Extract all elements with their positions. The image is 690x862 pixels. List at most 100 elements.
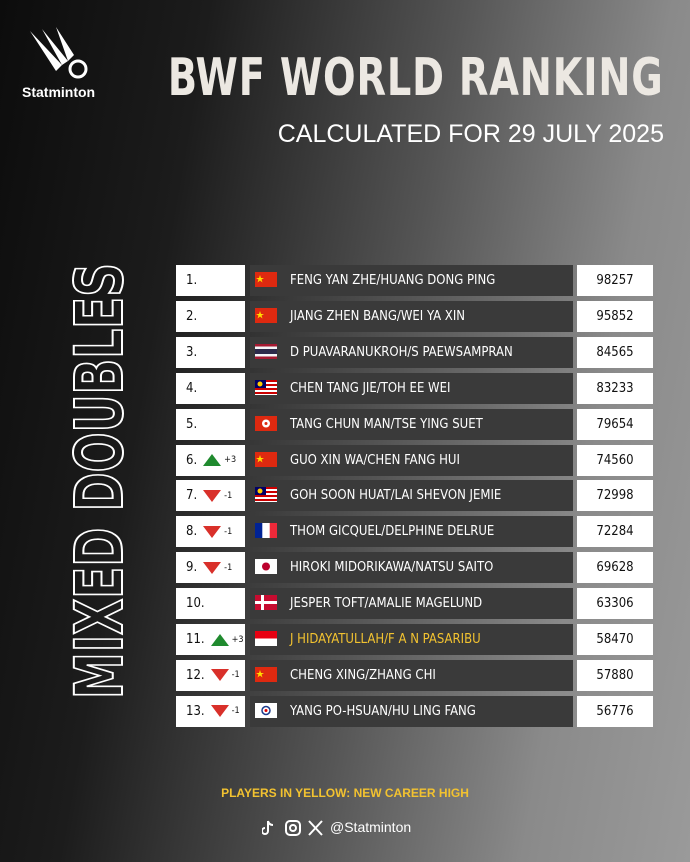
points: 83233	[577, 372, 653, 404]
arrow-up	[203, 454, 222, 466]
players-cell: JESPER TOFT/AMALIE MAGELUND	[250, 588, 573, 620]
rank: 12.	[186, 667, 205, 683]
rank-cell: 10.	[176, 588, 245, 620]
points: 56776	[577, 695, 653, 727]
rank: 4.	[186, 380, 198, 396]
players: JIANG ZHEN BANG/WEI YA XIN	[290, 308, 466, 324]
points: 74560	[577, 444, 653, 476]
players: FENG YAN ZHE/HUANG DONG PING	[290, 273, 496, 288]
arrow-down	[203, 561, 222, 574]
players-cell: CHENG XING/ZHANG CHI	[250, 659, 573, 691]
players-cell: GUO XIN WA/CHEN FANG HUI	[250, 444, 573, 476]
flag	[255, 415, 277, 431]
rank-cell: 3.	[176, 336, 245, 368]
players: YANG PO-HSUAN/HU LING FANG	[290, 703, 476, 719]
points: 72284	[577, 516, 653, 548]
flag	[255, 487, 277, 503]
rank: 1.	[186, 273, 198, 288]
rank: 9.	[186, 560, 198, 576]
rank-change: +3	[224, 455, 237, 465]
players: CHEN TANG JIE/TOH EE WEI	[290, 380, 451, 396]
rank: 5.	[186, 416, 198, 432]
arrow-down	[203, 489, 222, 502]
players: HIROKI MIDORIKAWA/NATSU SAITO	[290, 560, 494, 576]
flag	[255, 343, 277, 359]
rank-change: -1	[224, 562, 233, 573]
flag	[255, 523, 277, 539]
rank-cell: 4.	[176, 372, 245, 404]
players: GOH SOON HUAT/LAI SHEVON JEMIE	[290, 488, 502, 504]
points: 98257	[577, 265, 653, 296]
players: D PUAVARANUKROH/S PAEWSAMPRAN	[290, 344, 513, 360]
rank-change: -1	[231, 706, 240, 717]
players-cell: J HIDAYATULLAH/F A N PASARIBU	[250, 624, 573, 655]
points: 84565	[577, 336, 653, 368]
logo	[30, 27, 88, 79]
rank: 13.	[186, 703, 205, 719]
flag	[255, 379, 277, 395]
side-label: MIXED DOUBLES	[61, 263, 138, 699]
rank-change: -1	[224, 526, 233, 537]
rank-cell: 1.	[176, 265, 245, 296]
rank: 7.	[186, 488, 198, 504]
players: J HIDAYATULLAH/F A N PASARIBU	[290, 632, 481, 647]
points: 58470	[577, 624, 653, 655]
rank-change: -1	[231, 670, 240, 681]
title: BWF WORLD RANKING	[168, 48, 664, 108]
players: GUO XIN WA/CHEN FANG HUI	[290, 452, 460, 468]
rank-change: -1	[224, 490, 233, 501]
rank-cell: 12. -1	[176, 659, 245, 691]
players-cell: GOH SOON HUAT/LAI SHEVON JEMIE	[250, 480, 573, 512]
players-cell: TANG CHUN MAN/TSE YING SUET	[250, 408, 573, 440]
players-cell: JIANG ZHEN BANG/WEI YA XIN	[250, 300, 573, 332]
arrow-down	[210, 705, 229, 718]
arrow-up	[210, 633, 229, 646]
flag	[255, 307, 277, 323]
subtitle: CALCULATED FOR 29 JULY 2025	[277, 120, 664, 148]
flag	[255, 702, 277, 718]
rank: 11.	[186, 632, 205, 647]
flag	[255, 595, 277, 611]
handle: @Statminton	[330, 819, 412, 835]
rank-cell: 8. -1	[176, 516, 245, 548]
rank-cell: 7. -1	[176, 480, 245, 512]
points: 57880	[577, 659, 653, 691]
social-icons	[262, 820, 323, 836]
points: 69628	[577, 552, 653, 584]
rank-cell: 9. -1	[176, 552, 245, 584]
side-label-box: MIXED DOUBLES	[60, 262, 139, 700]
players: JESPER TOFT/AMALIE MAGELUND	[290, 596, 483, 612]
footer-note: PLAYERS IN YELLOW: NEW CAREER HIGH	[221, 786, 469, 800]
flag	[255, 451, 277, 467]
players-cell: THOM GICQUEL/DELPHINE DELRUE	[250, 516, 573, 548]
rank-cell: 13. -1	[176, 695, 245, 727]
players-cell: HIROKI MIDORIKAWA/NATSU SAITO	[250, 552, 573, 584]
points: 79654	[577, 408, 653, 440]
players: TANG CHUN MAN/TSE YING SUET	[290, 416, 483, 432]
arrow-down	[210, 669, 229, 682]
rank-cell: 2.	[176, 300, 245, 332]
flag	[255, 666, 277, 682]
points: 63306	[577, 588, 653, 620]
rank-cell: 6. +3	[176, 444, 245, 476]
rank: 6.	[186, 452, 198, 468]
flag	[255, 631, 277, 646]
flag	[255, 559, 277, 575]
rank-cell: 11. +3	[176, 624, 245, 655]
points: 72998	[577, 480, 653, 512]
players: THOM GICQUEL/DELPHINE DELRUE	[290, 524, 495, 540]
rank: 2.	[186, 308, 198, 324]
rank: 8.	[186, 524, 198, 540]
players: CHENG XING/ZHANG CHI	[290, 667, 436, 683]
brand: Statminton	[22, 84, 96, 100]
rank-cell: 5.	[176, 408, 245, 440]
rank: 10.	[186, 596, 205, 612]
points: 95852	[577, 300, 653, 332]
players-cell: YANG PO-HSUAN/HU LING FANG	[250, 695, 573, 727]
players-cell: D PUAVARANUKROH/S PAEWSAMPRAN	[250, 336, 573, 368]
rank: 3.	[186, 344, 198, 360]
rank-change: +3	[231, 634, 244, 645]
players-cell: FENG YAN ZHE/HUANG DONG PING	[250, 265, 573, 296]
flag	[255, 272, 277, 287]
